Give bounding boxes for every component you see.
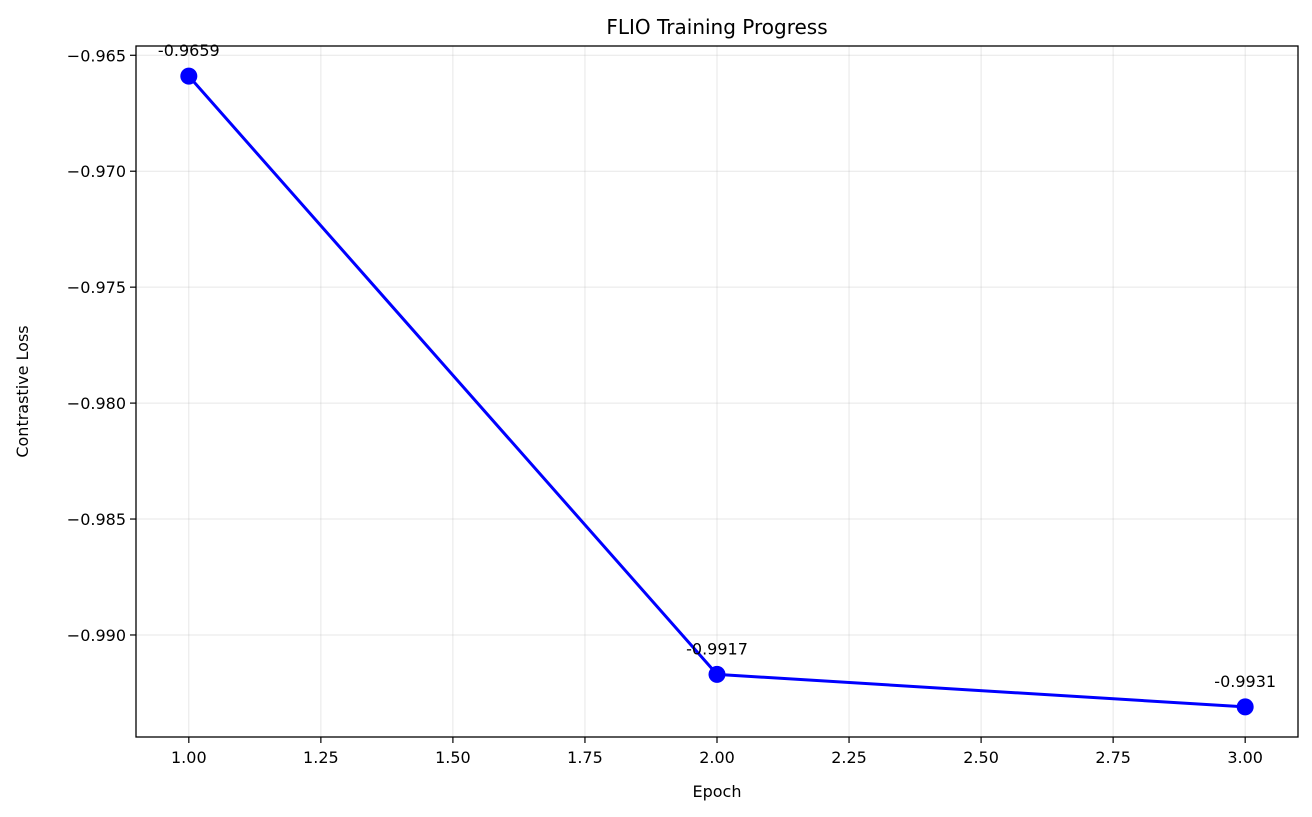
y-tick-label: −0.985: [67, 510, 126, 529]
y-axis-label: Contrastive Loss: [13, 325, 32, 457]
ticks-layer: 1.00 1.25 1.50 1.75 2.00 2.25 2.50 2.75 3.00 −0.9…: [67, 46, 1263, 767]
y-tick-label: −0.980: [67, 394, 126, 413]
x-axis-label: Epoch: [693, 782, 742, 801]
x-tick-label: 1.00: [171, 748, 207, 767]
y-tick-label: −0.970: [67, 162, 126, 181]
x-tick-label: 2.75: [1095, 748, 1131, 767]
x-tick-label: 1.25: [303, 748, 339, 767]
x-tick-label: 1.75: [567, 748, 603, 767]
y-tick-label: −0.990: [67, 626, 126, 645]
data-label: -0.9917: [686, 639, 748, 658]
data-label: -0.9659: [158, 41, 220, 60]
x-tick-label: 2.00: [699, 748, 735, 767]
y-tick-label: −0.965: [67, 46, 126, 65]
y-tick-label: −0.975: [67, 278, 126, 297]
x-tick-label: 2.25: [831, 748, 867, 767]
data-point: [708, 665, 726, 683]
data-label: -0.9931: [1214, 672, 1276, 691]
x-tick-label: 3.00: [1227, 748, 1263, 767]
grid: [136, 46, 1298, 737]
data-point: [180, 67, 198, 85]
x-tick-label: 1.50: [435, 748, 471, 767]
plot-area-frame: [135, 45, 1299, 738]
x-tick-label: 2.50: [963, 748, 999, 767]
data-point: [1236, 698, 1254, 716]
chart-title: FLIO Training Progress: [606, 15, 827, 39]
